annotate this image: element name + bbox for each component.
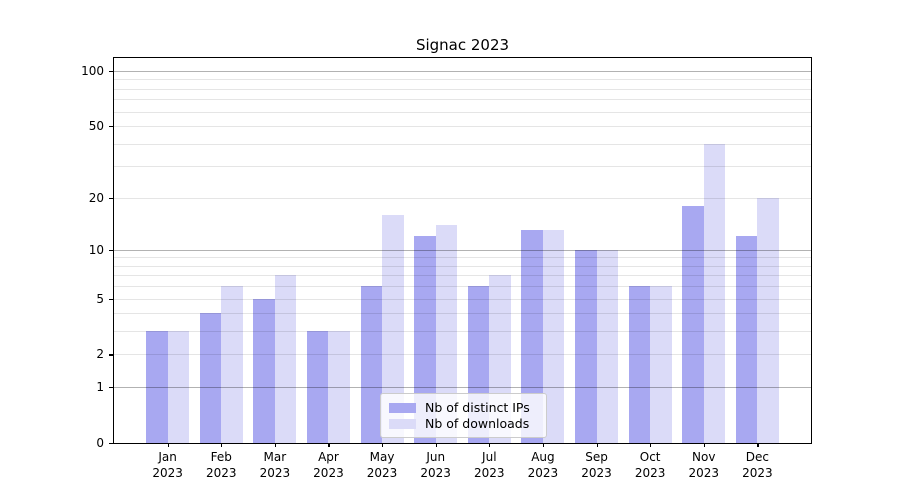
y-tick-mark-1 — [109, 387, 114, 389]
x-tick-label-jan: Jan 2023 — [152, 450, 183, 480]
x-tick-mark-jul — [489, 443, 491, 447]
y-tick-mark-10 — [109, 249, 114, 251]
y-gridline-minor-20 — [114, 197, 811, 199]
y-gridline-minor-7 — [114, 275, 811, 277]
x-tick-label-may: May 2023 — [366, 450, 398, 480]
y-gridline-minor-3 — [114, 331, 811, 333]
x-tick-label-aug: Aug 2023 — [527, 450, 559, 480]
x-tick-mark-aug — [542, 443, 545, 447]
y-tick-mark-5 — [109, 298, 114, 300]
x-tick-mark-sep — [596, 443, 598, 447]
bar-downloads-jun — [435, 224, 458, 443]
bar-ips-apr — [307, 331, 329, 443]
bar-ips-feb — [199, 313, 222, 443]
bar-downloads-mar — [274, 275, 297, 443]
bar-downloads-sep — [596, 249, 618, 443]
y-tick-label-10: 10 — [88, 242, 104, 257]
y-gridline-minor-30 — [114, 166, 811, 168]
bar-downloads-may — [382, 214, 404, 443]
x-tick-mark-feb — [221, 443, 223, 447]
bar-downloads-nov — [703, 143, 726, 443]
y-gridline-minor-5 — [114, 298, 811, 300]
x-tick-label-apr: Apr 2023 — [313, 450, 344, 480]
y-gridline-minor-6 — [114, 286, 811, 288]
bar-ips-jan — [146, 331, 168, 443]
bar-downloads-dec — [757, 197, 779, 443]
y-gridline-major-10 — [114, 249, 811, 251]
x-tick-mark-mar — [274, 443, 277, 447]
x-tick-mark-oct — [650, 443, 652, 447]
legend: Nb of distinct IPs Nb of downloads — [380, 393, 547, 438]
y-gridline-minor-2 — [114, 354, 811, 356]
bar-ips-dec — [735, 236, 758, 443]
x-tick-mark-apr — [328, 443, 330, 447]
chart-title: Signac 2023 — [415, 36, 510, 54]
x-tick-label-sep: Sep 2023 — [581, 450, 612, 480]
bar-ips-mar — [253, 298, 275, 443]
x-tick-mark-jan — [167, 443, 169, 447]
y-tick-label-0: 0 — [96, 436, 104, 450]
y-tick-label-2: 2 — [96, 347, 104, 362]
x-tick-label-feb: Feb 2023 — [205, 450, 237, 480]
y-gridline-major-1 — [114, 387, 811, 389]
bar-ips-jun — [414, 236, 436, 443]
bar-downloads-apr — [328, 331, 350, 443]
x-tick-label-oct: Oct 2023 — [634, 450, 666, 480]
y-tick-label-5: 5 — [96, 291, 104, 306]
x-tick-label-mar: Mar 2023 — [259, 450, 291, 480]
y-tick-mark-0 — [109, 443, 114, 445]
legend-swatch-downloads — [389, 418, 416, 429]
x-tick-label-jul: Jul 2023 — [474, 450, 505, 480]
x-tick-label-dec: Dec 2023 — [742, 450, 773, 480]
legend-label-distinct-ips: Nb of distinct IPs — [425, 400, 530, 415]
y-gridline-minor-80 — [114, 88, 811, 90]
bar-downloads-feb — [221, 286, 243, 443]
y-gridline-minor-8 — [114, 265, 811, 267]
x-tick-mark-jun — [435, 443, 437, 447]
y-gridline-minor-4 — [114, 313, 811, 315]
y-tick-label-20: 20 — [88, 190, 104, 205]
bar-ips-sep — [575, 249, 597, 443]
y-tick-label-1: 1 — [96, 380, 104, 395]
y-gridline-minor-9 — [114, 257, 811, 259]
plot-area: Nb of distinct IPs Nb of downloads — [114, 58, 811, 443]
bar-downloads-jan — [167, 331, 190, 443]
bar-ips-oct — [628, 286, 651, 443]
x-tick-label-nov: Nov 2023 — [688, 450, 720, 480]
x-tick-mark-nov — [703, 443, 705, 447]
y-gridline-minor-50 — [114, 125, 811, 127]
bar-ips-aug — [521, 230, 543, 443]
y-tick-mark-50 — [109, 125, 114, 128]
bar-ips-may — [360, 286, 383, 443]
y-gridline-minor-40 — [114, 143, 811, 145]
y-gridline-minor-90 — [114, 79, 811, 81]
bar-downloads-oct — [650, 286, 672, 443]
y-tick-mark-2 — [109, 354, 114, 356]
bar-downloads-aug — [542, 230, 565, 443]
legend-label-downloads: Nb of downloads — [425, 416, 530, 431]
y-gridline-major-100 — [114, 70, 811, 72]
legend-swatch-distinct-ips — [389, 402, 416, 413]
x-tick-label-jun: Jun 2023 — [420, 450, 451, 480]
x-tick-mark-dec — [757, 443, 759, 447]
legend-item-downloads: Nb of downloads — [389, 416, 538, 431]
y-tick-label-100: 100 — [81, 63, 104, 78]
legend-item-distinct-ips: Nb of distinct IPs — [389, 400, 538, 415]
bar-ips-nov — [682, 205, 704, 443]
y-gridline-minor-60 — [114, 111, 811, 113]
y-gridline-minor-70 — [114, 99, 811, 101]
y-tick-mark-20 — [109, 197, 114, 199]
y-tick-mark-100 — [109, 70, 114, 73]
x-tick-mark-may — [382, 443, 384, 447]
y-tick-label-50: 50 — [88, 118, 104, 133]
